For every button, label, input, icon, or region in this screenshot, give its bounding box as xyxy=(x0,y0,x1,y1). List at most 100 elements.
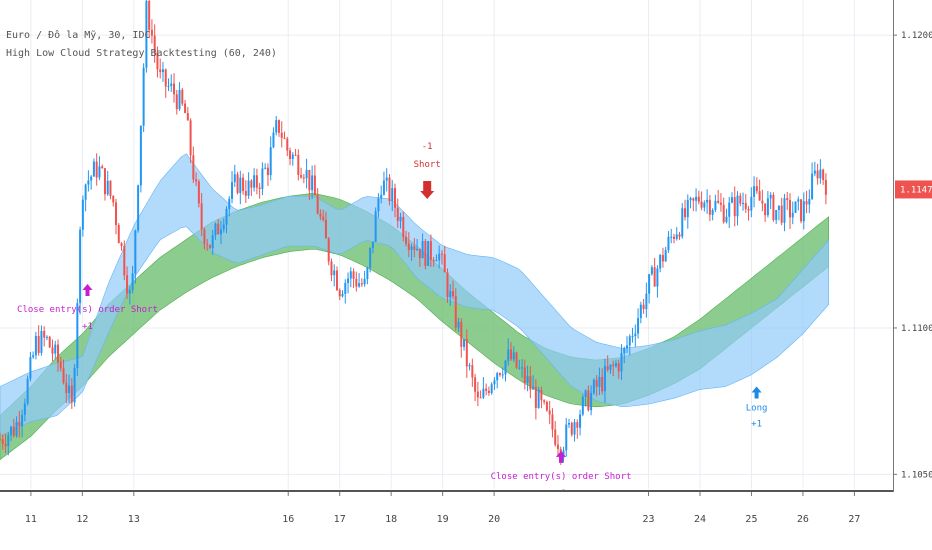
signal-long: Long +1 xyxy=(746,386,767,430)
candle-body xyxy=(485,388,488,391)
candle-body xyxy=(512,352,515,360)
candle-body xyxy=(45,336,48,338)
candle-body xyxy=(543,400,546,403)
candle-body xyxy=(26,378,29,404)
candle-body xyxy=(286,138,289,151)
candle-body xyxy=(371,241,374,249)
candle-body xyxy=(275,120,278,133)
candle-body xyxy=(449,291,452,297)
candle-body xyxy=(797,199,800,202)
time-tick-label: 18 xyxy=(385,514,397,525)
candle-body xyxy=(656,268,659,287)
candle-body xyxy=(128,290,131,294)
candle-body xyxy=(51,347,54,354)
candlesticks xyxy=(0,0,827,465)
last-price-badge xyxy=(895,180,932,199)
candle-body xyxy=(261,168,264,189)
candle-body xyxy=(750,196,753,211)
candle-body xyxy=(424,241,427,266)
study-legend[interactable]: High Low Cloud Strategy Backtesting (60,… xyxy=(6,48,277,59)
candle-body xyxy=(584,390,587,397)
candle-body xyxy=(777,205,780,210)
candle-body xyxy=(0,439,1,441)
candle-body xyxy=(501,374,504,376)
candle-body xyxy=(206,243,209,245)
candle-body xyxy=(717,200,720,203)
candle-body xyxy=(358,283,361,287)
candle-body xyxy=(490,384,493,393)
candle-body xyxy=(139,125,142,186)
candle-body xyxy=(515,352,518,368)
price-axis: 1.12000 1.11000 1.10500 1.11473 xyxy=(893,0,932,550)
candle-body xyxy=(664,250,667,262)
candle-body xyxy=(617,363,620,372)
candle-body xyxy=(103,168,106,195)
candle-body xyxy=(200,203,203,230)
candle-body xyxy=(289,150,292,160)
candle-body xyxy=(181,89,184,104)
candle-body xyxy=(112,195,115,203)
time-tick-label: 12 xyxy=(76,514,88,525)
candle-body xyxy=(352,271,355,279)
symbol-legend[interactable]: Euro / Đô la Mỹ, 30, IDC xyxy=(6,30,151,41)
candle-body xyxy=(145,0,148,68)
candle-body xyxy=(131,273,134,291)
candle-body xyxy=(142,67,145,126)
candle-body xyxy=(388,177,391,201)
candle-body xyxy=(377,198,380,212)
candle-body xyxy=(197,181,200,204)
candle-body xyxy=(592,379,595,393)
candle-body xyxy=(192,155,195,180)
candle-body xyxy=(335,270,338,291)
time-tick-label: 26 xyxy=(797,514,809,525)
candle-body xyxy=(733,197,736,217)
time-axis: 11 12 13 16 17 18 19 20 23 24 25 26 27 xyxy=(0,490,893,550)
candle-body xyxy=(92,161,95,177)
time-tick-label: 13 xyxy=(128,514,140,525)
candle-body xyxy=(493,380,496,385)
candle-body xyxy=(639,304,642,319)
candle-body xyxy=(7,435,10,447)
candle-body xyxy=(300,175,303,178)
candle-body xyxy=(661,255,664,262)
candle-body xyxy=(137,185,140,231)
candle-body xyxy=(219,229,222,235)
signal-close: Close entry(s) order Short +1 xyxy=(17,284,158,332)
candle-body xyxy=(272,132,275,148)
candle-body xyxy=(510,349,513,360)
candle-body xyxy=(620,353,623,372)
candle-body xyxy=(40,330,43,353)
candle-body xyxy=(689,198,692,200)
candle-body xyxy=(463,339,466,347)
candle-body xyxy=(418,248,421,259)
candle-body xyxy=(416,248,419,250)
close-arrow-icon xyxy=(556,450,567,463)
candle-body xyxy=(148,0,151,30)
price-tick-label: 1.12000 xyxy=(901,31,932,41)
candle-body xyxy=(568,422,571,425)
candle-body xyxy=(521,367,524,369)
candle-body xyxy=(369,248,372,268)
candle-body xyxy=(264,167,267,169)
candle-body xyxy=(277,120,280,133)
candle-body xyxy=(523,367,526,383)
candle-body xyxy=(457,321,460,328)
long-arrow-icon xyxy=(751,386,762,399)
candle-body xyxy=(650,267,653,275)
close-label: Close entry(s) order Short xyxy=(17,305,158,315)
price-axis-bg xyxy=(893,0,932,550)
candle-body xyxy=(308,169,311,191)
candle-body xyxy=(753,186,756,197)
candle-body xyxy=(333,270,336,276)
candle-body xyxy=(101,166,104,169)
candle-body xyxy=(504,360,507,375)
candle-body xyxy=(614,363,617,367)
candle-body xyxy=(330,261,333,276)
candle-body xyxy=(769,194,772,199)
candle-body xyxy=(208,244,211,249)
candle-body xyxy=(57,344,60,362)
candle-body xyxy=(23,403,26,415)
candle-body xyxy=(1,439,4,444)
candle-body xyxy=(87,180,90,185)
